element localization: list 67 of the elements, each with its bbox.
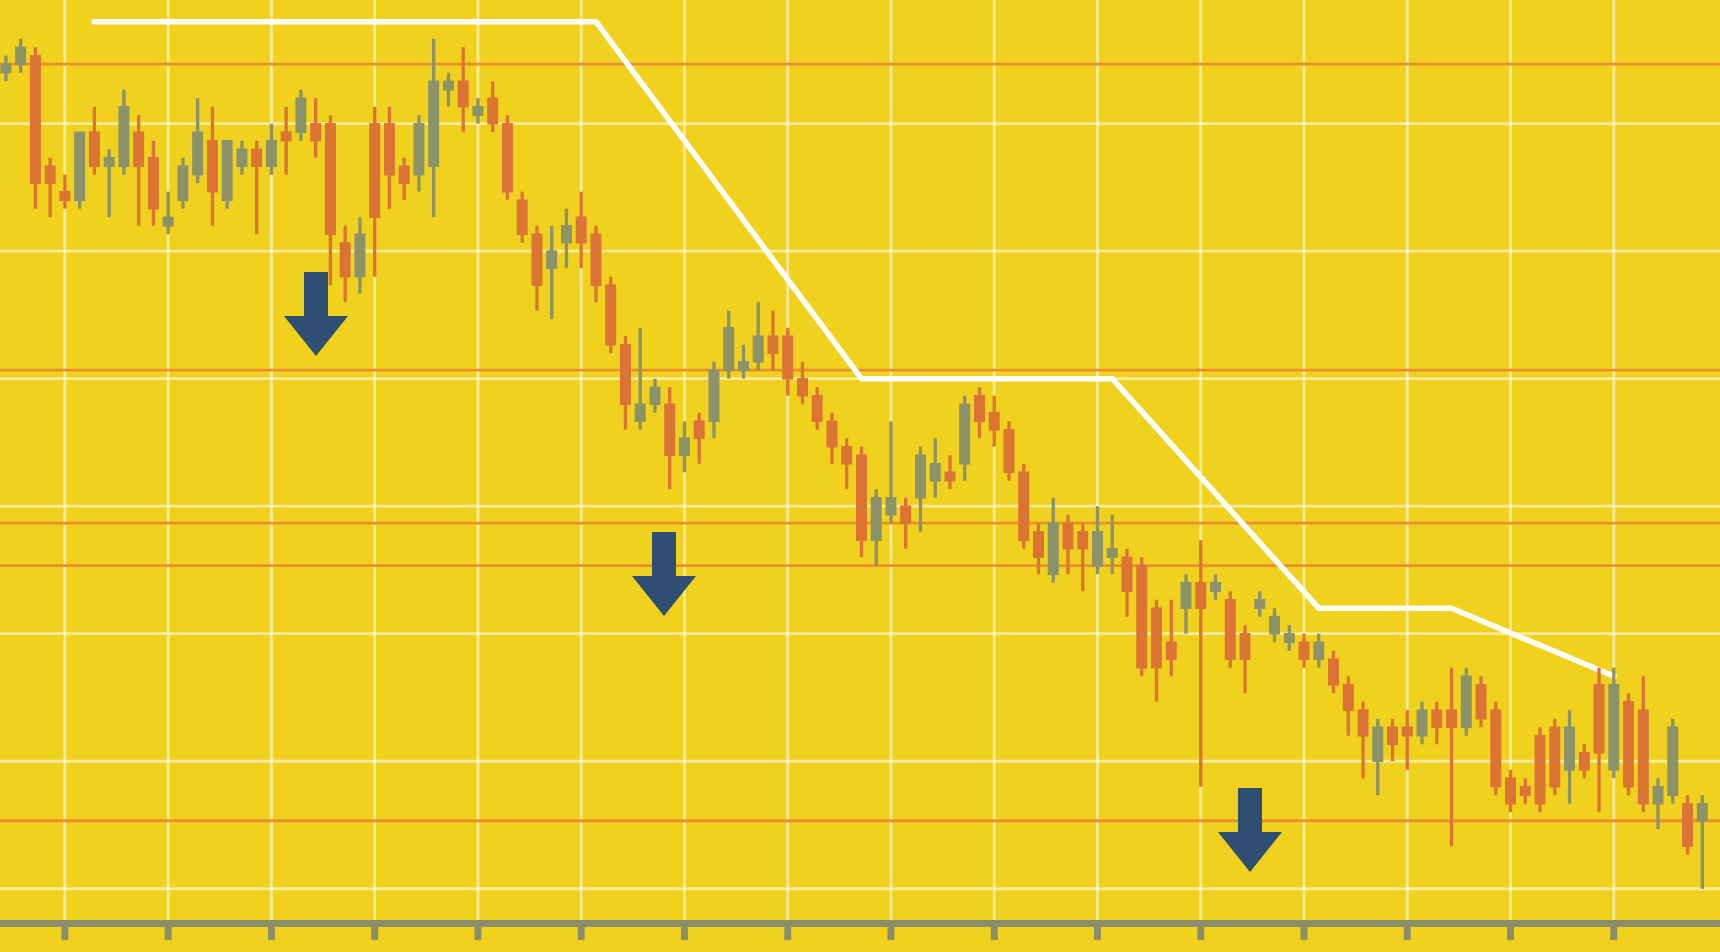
candlestick <box>737 343 749 381</box>
candlestick <box>1564 708 1576 806</box>
candlestick <box>841 436 853 491</box>
candlestick <box>59 173 71 211</box>
candlestick <box>265 122 277 177</box>
candlestick <box>1446 666 1458 848</box>
candlestick <box>1254 589 1266 619</box>
candlestick <box>251 139 263 236</box>
candlestick <box>1328 649 1340 695</box>
candlestick <box>88 105 100 177</box>
candlestick <box>280 105 292 177</box>
candlestick <box>1519 776 1531 806</box>
candlestick <box>973 385 985 440</box>
candlestick <box>678 419 690 474</box>
candlestick <box>1092 504 1103 576</box>
candlestick <box>944 453 956 491</box>
candlestick <box>295 88 307 143</box>
candlestick <box>133 113 145 228</box>
candlestick <box>1682 793 1694 857</box>
candlestick <box>1269 606 1281 644</box>
candlestick <box>442 71 454 109</box>
candlestick <box>1298 632 1310 670</box>
candlestick <box>310 96 322 160</box>
candlestick <box>560 207 572 270</box>
candlestick <box>546 224 558 321</box>
candlestick <box>1283 623 1295 653</box>
candlestick <box>354 215 366 296</box>
candlestick <box>1077 521 1089 593</box>
candlestick <box>44 156 56 219</box>
candlestick <box>767 309 779 372</box>
candlestick <box>1372 717 1384 797</box>
candlestick <box>487 79 499 134</box>
candlestick <box>1180 572 1192 636</box>
candlestick <box>398 156 410 202</box>
candlestick <box>752 300 764 372</box>
candlestick <box>162 190 174 236</box>
candlestick <box>457 45 469 134</box>
candlestick <box>1505 768 1517 814</box>
candlestick <box>0 54 12 83</box>
candlestick <box>1165 598 1177 678</box>
candlestick <box>1033 521 1044 576</box>
candlestick <box>192 96 204 185</box>
candlestick <box>1121 547 1133 619</box>
candlestick <box>472 96 484 126</box>
candlestick <box>1387 717 1399 763</box>
candlestick <box>1342 674 1354 738</box>
candlestick <box>1416 700 1428 746</box>
candlestick <box>177 156 189 211</box>
candlestick <box>914 445 926 534</box>
candlestick <box>339 224 351 304</box>
candlestick <box>693 411 705 466</box>
candlestick <box>782 326 794 398</box>
candlestick <box>1239 623 1251 695</box>
candlestick <box>1106 513 1118 576</box>
candlestick <box>796 360 808 406</box>
candlestick <box>723 309 735 381</box>
candlestick <box>1431 700 1443 746</box>
candlestick <box>1578 742 1590 780</box>
candlestick <box>929 436 941 500</box>
candlestick <box>1210 572 1221 602</box>
candlestick <box>1313 632 1325 670</box>
candlestick <box>900 496 912 551</box>
candlestick <box>1696 793 1708 891</box>
candlestick <box>1357 700 1369 780</box>
candlestick <box>1401 708 1413 772</box>
candlestick <box>1195 538 1207 789</box>
candlestick <box>15 37 27 75</box>
